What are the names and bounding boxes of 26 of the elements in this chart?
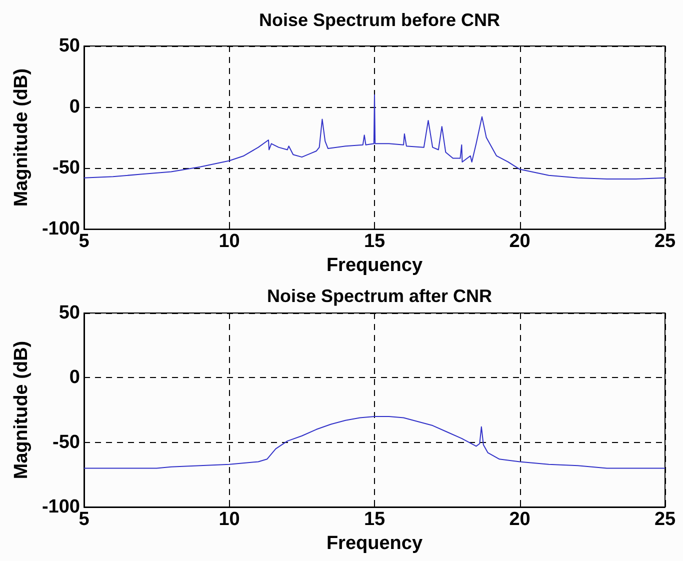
x-tick-label: 20	[509, 231, 530, 252]
chart-title: Noise Spectrum before CNR	[258, 10, 500, 30]
x-tick-label: 15	[364, 231, 386, 252]
chart-title: Noise Spectrum after CNR	[266, 286, 492, 306]
y-tick-label: -100	[42, 496, 80, 518]
y-tick-label: 50	[58, 36, 80, 56]
x-axis-title: Frequency	[326, 255, 423, 276]
x-tick-label: 15	[364, 509, 386, 530]
y-tick-label: -50	[52, 158, 80, 179]
y-tick-label: -50	[52, 432, 80, 453]
x-tick-label: 25	[654, 509, 676, 530]
x-tick-label: 5	[78, 509, 90, 530]
x-tick-label: 25	[654, 231, 676, 252]
y-tick-label: 0	[69, 367, 80, 388]
y-tick-label: 50	[58, 302, 80, 324]
x-tick-label: 10	[218, 509, 240, 530]
x-tick-label: 5	[78, 231, 90, 252]
y-axis-title: Magnitude (dB)	[11, 340, 32, 480]
x-tick-label: 10	[218, 231, 240, 252]
y-tick-label: 0	[69, 96, 80, 118]
x-axis-title: Frequency	[326, 532, 423, 554]
x-tick-label: 20	[509, 509, 530, 530]
y-tick-label: -100	[42, 218, 80, 240]
line-series	[84, 416, 666, 469]
line-series	[84, 94, 666, 180]
y-axis-title: Magnitude (dB)	[11, 68, 32, 207]
